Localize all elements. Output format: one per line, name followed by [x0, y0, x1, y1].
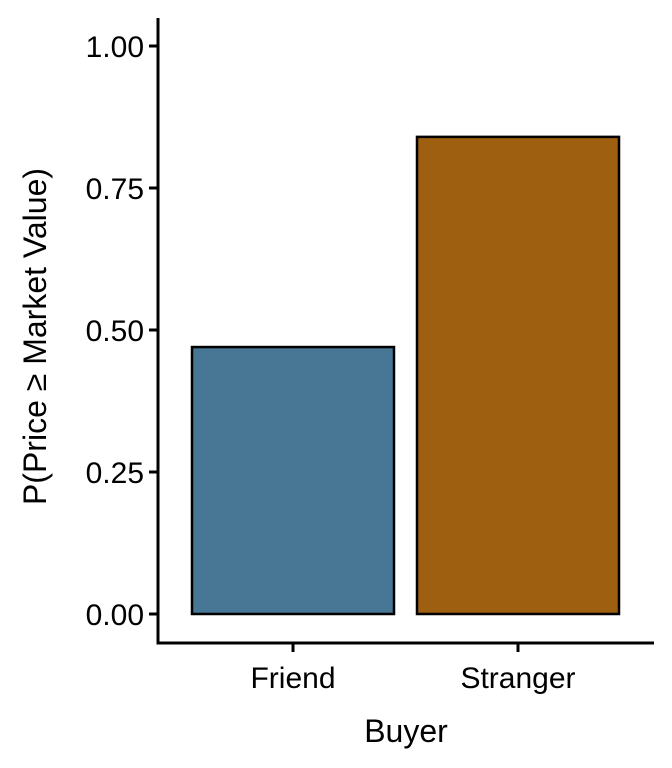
x-axis-ticks: Friend Stranger: [250, 643, 576, 695]
y-tick-label: 0.25: [86, 457, 144, 490]
y-axis-title: P(Price ≥ Market Value): [17, 168, 53, 505]
y-tick-label: 1.00: [86, 31, 144, 64]
x-tick-label-stranger: Stranger: [460, 662, 575, 695]
y-tick-label: 0.50: [86, 315, 144, 348]
x-tick-label-friend: Friend: [250, 662, 335, 695]
bars-group: [190, 135, 621, 616]
y-axis-ticks: 0.00 0.25 0.50 0.75 1.00: [86, 31, 158, 632]
y-tick-label: 0.00: [86, 599, 144, 632]
x-axis-title: Buyer: [364, 713, 448, 749]
y-tick-label: 0.75: [86, 173, 144, 206]
bar-stranger: [415, 135, 621, 616]
bar-friend: [190, 345, 396, 616]
